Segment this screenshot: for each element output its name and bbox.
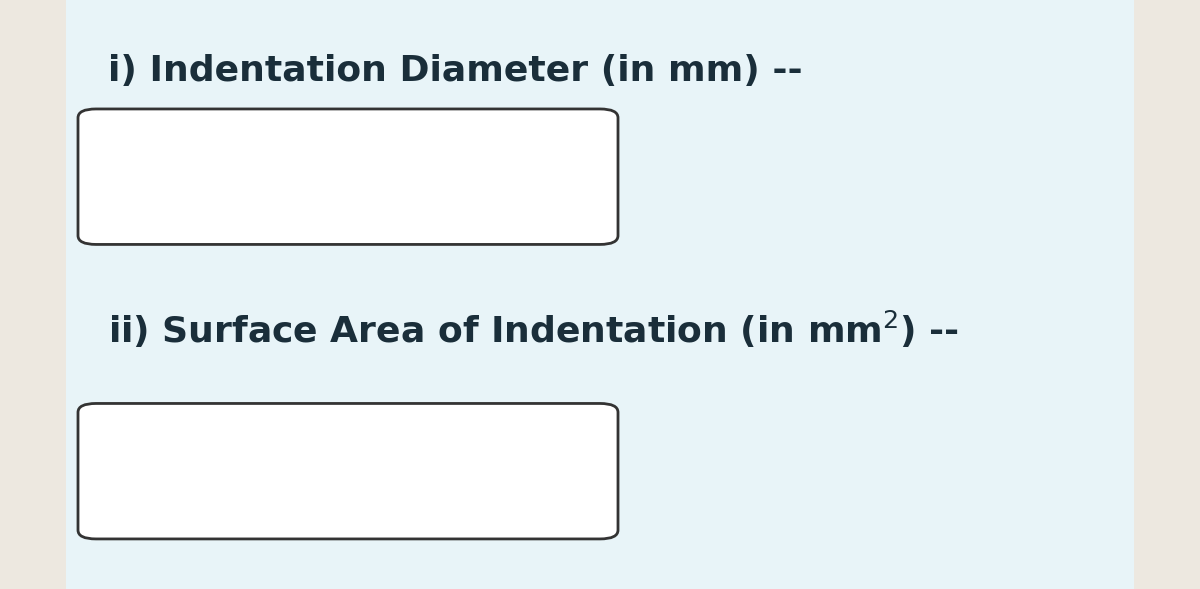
FancyBboxPatch shape xyxy=(78,403,618,539)
FancyBboxPatch shape xyxy=(78,109,618,244)
Text: ii) Surface Area of Indentation (in mm$^2$) --: ii) Surface Area of Indentation (in mm$^… xyxy=(108,309,959,350)
Text: i) Indentation Diameter (in mm) --: i) Indentation Diameter (in mm) -- xyxy=(108,54,803,88)
FancyBboxPatch shape xyxy=(66,0,1134,589)
